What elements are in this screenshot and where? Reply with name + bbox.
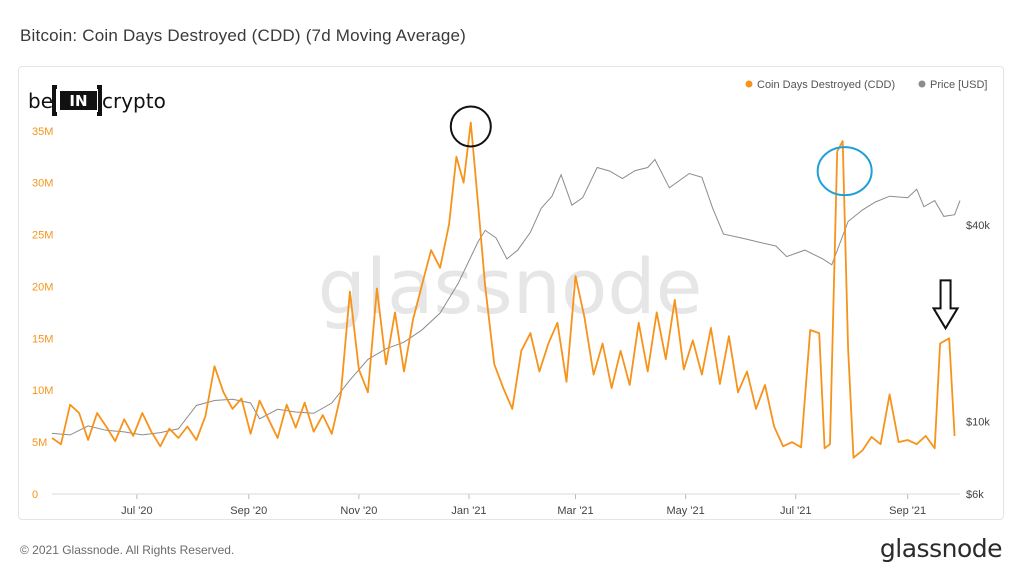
logo-crypto: crypto	[102, 89, 166, 113]
watermark: glassnode	[318, 242, 703, 331]
annotations	[449, 105, 960, 331]
cdd-series-line	[51, 121, 956, 459]
page-title: Bitcoin: Coin Days Destroyed (CDD) (7d M…	[20, 26, 467, 45]
down-arrow-icon	[931, 279, 960, 331]
y-left-tick-label: 15M	[32, 333, 53, 345]
x-tick-label: Sep '20	[230, 505, 267, 517]
y-right-tick-label: $10k	[966, 417, 990, 429]
highlight-circle-blue	[816, 146, 873, 197]
legend-price-swatch	[918, 80, 926, 88]
y-right-tick-label: $40k	[966, 220, 990, 232]
x-tick-label: Jan '21	[451, 505, 486, 517]
x-tick-label: Sep '21	[889, 505, 926, 517]
y-left-tick-label: 10M	[32, 385, 53, 397]
logo-bracket	[52, 85, 102, 116]
x-tick-label: Jul '21	[780, 505, 811, 517]
footer-logo: glassnode	[879, 534, 1003, 563]
y-left-tick-label: 35M	[32, 126, 53, 138]
copyright: © 2021 Glassnode. All Rights Reserved.	[20, 543, 235, 557]
y-left-tick-label: 25M	[32, 230, 53, 242]
y-left-tick-label: 30M	[32, 178, 53, 190]
y-left-tick-label: 20M	[32, 281, 53, 293]
logo-in: IN	[69, 92, 87, 110]
logo-be: be	[28, 89, 53, 113]
y-right-tick-label: $6k	[966, 489, 984, 501]
logo-in-box	[60, 91, 97, 110]
highlight-circle-black	[449, 105, 492, 148]
x-axis: Jul '20 Sep '20 Nov '20 Jan '21 Mar '21 May '…	[121, 494, 926, 517]
chart-frame	[18, 66, 1004, 520]
x-tick-label: Nov '20	[340, 505, 377, 517]
y-left-tick-label: 5M	[32, 437, 47, 449]
x-tick-label: Jul '20	[121, 505, 152, 517]
beincrypto-logo: be IN crypto	[28, 85, 166, 116]
legend-price-label: Price [USD]	[930, 79, 987, 91]
legend-cdd-swatch	[745, 80, 753, 88]
y-axis-right: $6k $10k $40k	[966, 220, 990, 501]
y-left-tick-label: 0	[32, 489, 38, 501]
x-tick-label: Mar '21	[557, 505, 593, 517]
y-axis-left: 0 5M 10M 15M 20M 25M 30M 35M	[32, 126, 53, 501]
legend-cdd-label: Coin Days Destroyed (CDD)	[757, 79, 895, 91]
legend: Coin Days Destroyed (CDD) Price [USD]	[745, 79, 987, 91]
x-tick-label: May '21	[667, 505, 705, 517]
